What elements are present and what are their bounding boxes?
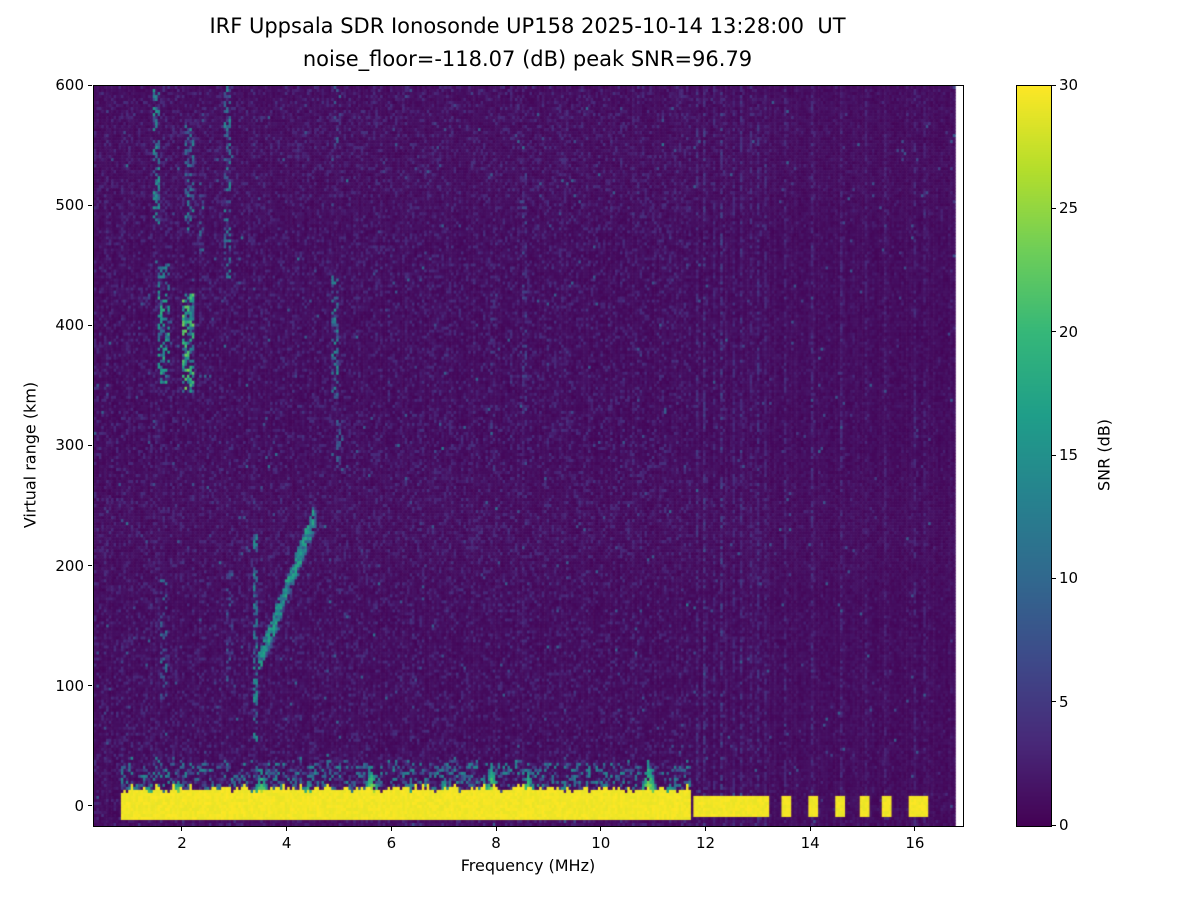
- x-tick-mark: [704, 827, 706, 831]
- y-tick-label: 200: [55, 556, 84, 575]
- chart-title: IRF Uppsala SDR Ionosonde UP158 2025-10-…: [209, 14, 846, 38]
- colorbar-tick-label: 5: [1059, 692, 1069, 711]
- colorbar-tick-mark: [1052, 577, 1056, 579]
- y-axis-label: Virtual range (km): [20, 381, 40, 529]
- x-tick-mark: [181, 827, 183, 831]
- heatmap-canvas: [94, 86, 963, 826]
- y-tick-mark: [88, 84, 92, 86]
- colorbar-label: SNR (dB): [1094, 419, 1114, 491]
- y-tick-label: 300: [55, 436, 84, 455]
- y-tick-label: 600: [55, 76, 84, 94]
- x-tick-label: 12: [695, 834, 716, 852]
- x-tick-label: 2: [177, 834, 187, 852]
- y-tick-label: 500: [55, 196, 84, 215]
- y-tick-mark: [88, 685, 92, 687]
- chart-subtitle: noise_floor=-118.07 (dB) peak SNR=96.79: [302, 46, 753, 71]
- y-tick-mark: [88, 444, 92, 446]
- x-tick-label: 8: [491, 834, 501, 852]
- x-tick-label: 16: [905, 834, 925, 852]
- x-tick-mark: [286, 827, 288, 831]
- x-axis-label: Frequency (MHz): [460, 856, 596, 875]
- colorbar: [1016, 85, 1052, 827]
- y-tick-mark: [88, 324, 92, 326]
- x-tick-label: 4: [281, 834, 292, 852]
- colorbar-tick-label: 0: [1059, 816, 1069, 834]
- y-tick-mark: [88, 204, 92, 206]
- y-tick-label: 0: [74, 796, 84, 815]
- x-tick-label: 14: [800, 834, 820, 852]
- x-tick-mark: [390, 827, 392, 831]
- x-tick-mark: [809, 827, 811, 831]
- colorbar-tick-label: 15: [1059, 446, 1079, 464]
- colorbar-tick-mark: [1052, 331, 1056, 333]
- colorbar-tick-mark: [1052, 454, 1056, 456]
- y-tick-mark: [88, 565, 92, 567]
- x-tick-label: 6: [386, 834, 397, 852]
- colorbar-tick-label: 30: [1059, 76, 1079, 94]
- title-block: IRF Uppsala SDR Ionosonde UP158 2025-10-…: [93, 10, 962, 75]
- x-tick-label: 10: [591, 834, 611, 852]
- colorbar-tick-mark: [1052, 701, 1056, 703]
- x-tick-mark: [495, 827, 497, 831]
- colorbar-tick-mark: [1052, 207, 1056, 209]
- colorbar-tick-mark: [1052, 84, 1056, 86]
- plot-area: [93, 85, 964, 827]
- y-tick-label: 100: [55, 676, 84, 695]
- colorbar-tick-mark: [1052, 824, 1056, 826]
- colorbar-tick-label: 25: [1059, 199, 1079, 218]
- y-tick-mark: [88, 805, 92, 807]
- colorbar-canvas: [1017, 86, 1051, 826]
- x-tick-mark: [914, 827, 916, 831]
- y-tick-label: 400: [55, 316, 84, 335]
- colorbar-tick-label: 10: [1059, 569, 1079, 588]
- x-tick-mark: [600, 827, 602, 831]
- colorbar-tick-label: 20: [1059, 322, 1079, 341]
